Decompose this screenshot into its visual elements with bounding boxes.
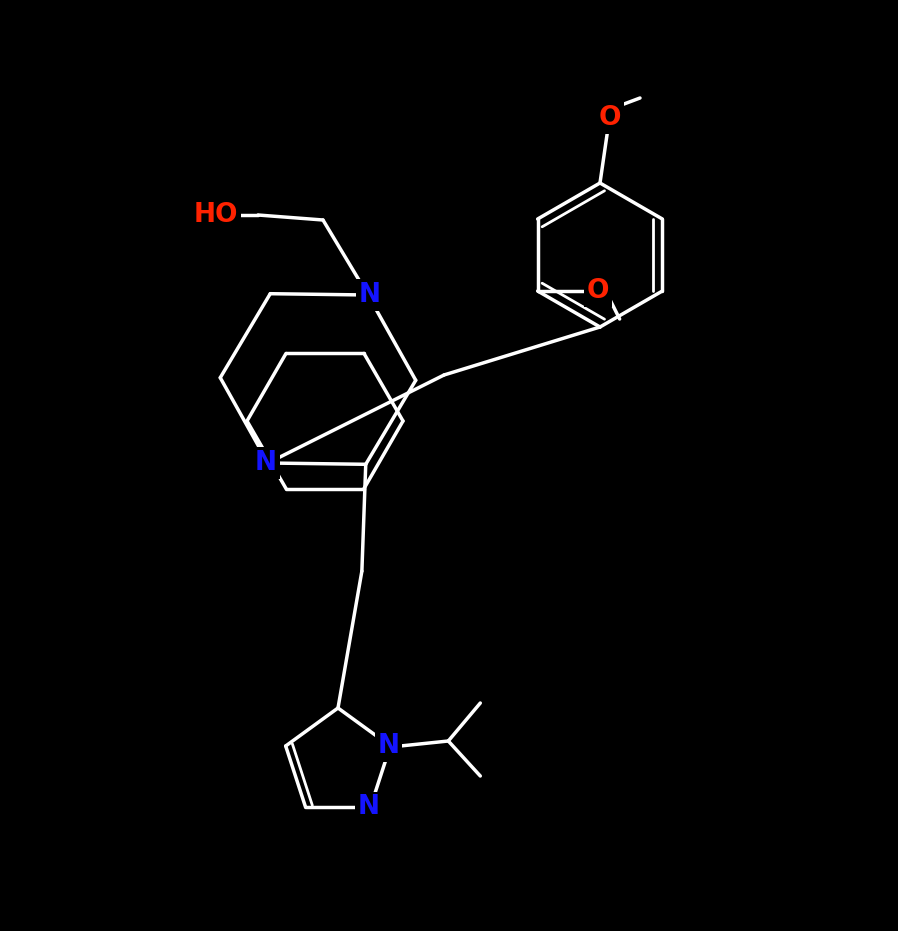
Text: N: N	[357, 794, 379, 820]
Text: HO: HO	[194, 202, 238, 228]
Text: O: O	[599, 105, 621, 131]
Text: N: N	[255, 450, 277, 476]
Text: N: N	[377, 733, 400, 759]
Text: O: O	[586, 278, 609, 304]
Text: N: N	[359, 282, 381, 308]
